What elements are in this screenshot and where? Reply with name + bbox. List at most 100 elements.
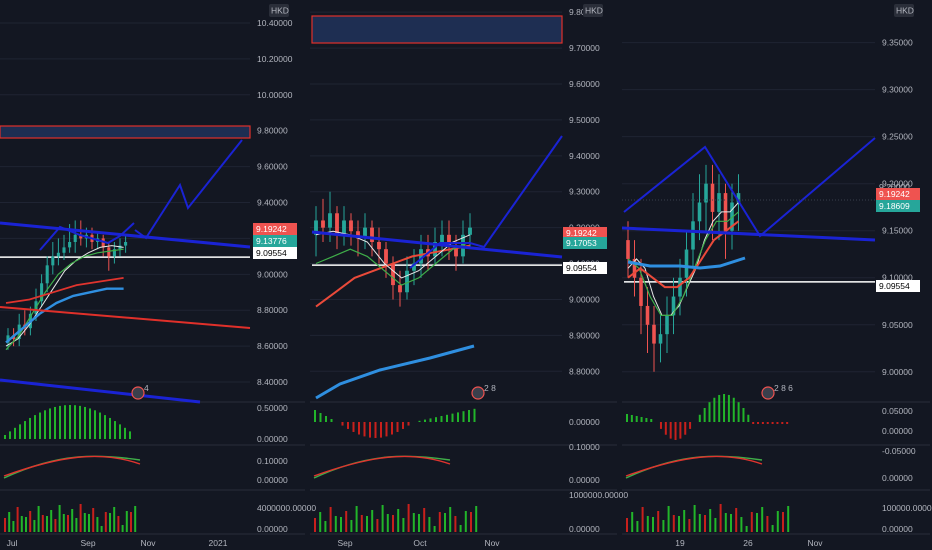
histogram-bar [54, 406, 56, 439]
ma-red-line [5, 277, 124, 304]
volume-bar [62, 514, 65, 532]
histogram-bar [59, 405, 61, 439]
candle-body [665, 315, 669, 335]
oscillator-line-red [625, 455, 763, 477]
currency-label: HKD [896, 6, 914, 16]
histogram-bar [119, 424, 121, 439]
candle-body [124, 242, 128, 246]
histogram-bar [689, 422, 692, 429]
histogram-bar [330, 419, 333, 422]
volume-bar [438, 512, 441, 532]
candle-body [118, 245, 122, 250]
volume-bar [71, 509, 74, 532]
volume-bar [428, 517, 431, 532]
event-count-label: 4 [144, 383, 149, 393]
volume-bar [329, 507, 332, 532]
projection-path [409, 135, 563, 269]
volume-bar [83, 513, 86, 532]
y-tick-label: 9.60000 [569, 79, 600, 89]
volume-bar [756, 513, 758, 532]
candle-body [51, 256, 55, 266]
price-tag-label: 9.09554 [566, 263, 597, 273]
histogram-bar [402, 422, 404, 429]
x-tick-label: Jul [7, 538, 18, 548]
volume-bar [104, 512, 107, 532]
ma-short-line [5, 245, 124, 347]
histogram-bar [698, 414, 701, 422]
candle-body [68, 242, 72, 248]
candle-body [384, 249, 388, 264]
candle-body [349, 220, 353, 232]
price-tag [253, 235, 297, 247]
histogram-bar [84, 406, 86, 439]
volume-bar [735, 508, 738, 532]
histogram-bar [747, 414, 750, 422]
indicator-tick-label: 0.00000 [882, 426, 913, 436]
x-tick-label: Sep [80, 538, 95, 548]
ma-long-line [627, 256, 746, 270]
volume-bar [704, 515, 706, 532]
histogram-bar [635, 416, 638, 422]
indicator-tick-label: 100000.00000 [882, 503, 932, 513]
x-tick-label: 26 [743, 538, 753, 548]
histogram-bar [737, 402, 740, 422]
histogram-bar [424, 419, 426, 422]
histogram-bar [19, 424, 21, 439]
y-tick-label: 9.70000 [569, 43, 600, 53]
candle-body [377, 242, 381, 250]
volume-bar [667, 506, 670, 532]
histogram-bar [435, 417, 437, 422]
volume-bar [433, 526, 436, 532]
histogram-bar [99, 412, 101, 439]
volume-bar [740, 517, 743, 532]
volume-bar [641, 507, 644, 532]
price-tag [876, 188, 920, 200]
ma-mid-line [627, 211, 739, 316]
histogram-bar [669, 422, 672, 439]
y-tick-label: 9.10000 [882, 273, 913, 283]
indicator-tick-label: 0.10000 [569, 442, 600, 452]
currency-label: HKD [271, 6, 289, 16]
y-tick-label: 9.80000 [257, 126, 288, 136]
candle-body [314, 220, 318, 235]
volume-bar [33, 520, 36, 532]
histogram-bar [396, 422, 399, 432]
ma-red-line [627, 220, 740, 289]
histogram-bar [94, 410, 96, 439]
histogram-bar [385, 422, 388, 437]
candle-body [356, 231, 360, 239]
histogram-bar [440, 416, 443, 422]
indicator-tick-label: 0.00000 [569, 417, 600, 427]
price-tag-label: 9.13776 [256, 236, 287, 246]
candle-body [342, 220, 346, 235]
volume-bar [360, 515, 363, 532]
indicator-tick-label: 0.00000 [257, 434, 288, 444]
oscillator-line-red [313, 455, 451, 477]
candle-body [730, 202, 734, 231]
candle-body [632, 258, 637, 278]
histogram-bar [29, 417, 31, 439]
price-tag-label: 9.19242 [256, 224, 287, 234]
y-tick-label: 9.60000 [257, 162, 288, 172]
y-tick-label: 9.50000 [569, 115, 600, 125]
histogram-bar [325, 416, 327, 422]
histogram-bar [766, 422, 769, 424]
candle-body [626, 240, 630, 259]
event-count-label: 2 8 6 [774, 383, 793, 393]
histogram-bar [44, 410, 46, 439]
event-count-label: 2 8 [484, 383, 496, 393]
histogram-bar [713, 397, 716, 422]
candle-body [391, 263, 395, 286]
event-icon [471, 386, 485, 400]
volume-bar [719, 504, 722, 532]
chart-panel-left: 10.40000 10.20000 10.00000 9.80000 9.60000 9.… [0, 4, 316, 548]
volume-bar [134, 506, 137, 532]
candle-body [717, 193, 721, 212]
histogram-bar [34, 415, 36, 439]
histogram-bar [630, 415, 633, 422]
price-tag-label: 9.09554 [256, 248, 287, 258]
candle-body [321, 220, 325, 228]
histogram-bar [129, 431, 131, 439]
chart-panel-right: 9.35000 9.30000 9.25000 9.20000 9.15000 9.100… [621, 4, 932, 548]
candle-body [412, 263, 416, 271]
